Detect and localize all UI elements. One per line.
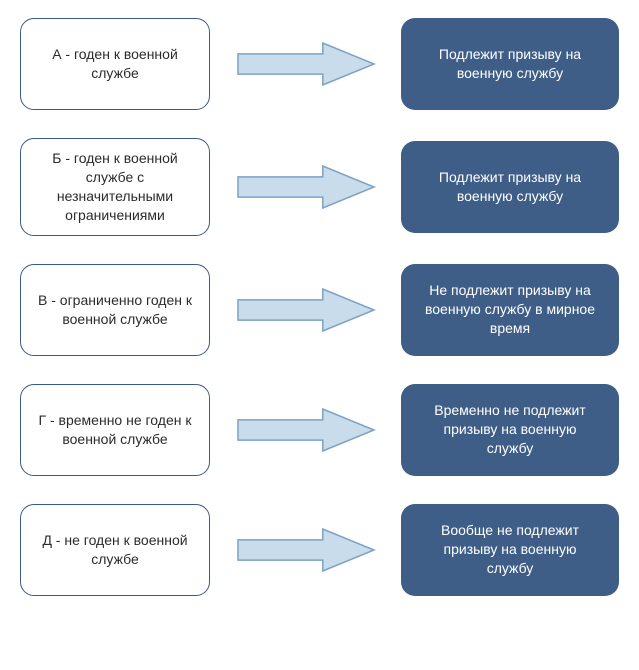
category-label: В - ограниченно годен к военной службе xyxy=(35,291,195,329)
flow-row: В - ограниченно годен к военной службе Не… xyxy=(20,264,619,356)
arrow-right-icon xyxy=(236,407,376,453)
flow-diagram: А - годен к военной службе Подлежит призы… xyxy=(20,18,619,596)
result-label: Не подлежит призыву на военную службу в … xyxy=(419,281,601,338)
result-box: Подлежит призыву на военную службу xyxy=(401,141,619,233)
category-box: А - годен к военной службе xyxy=(20,18,210,110)
arrow-right-icon xyxy=(236,164,376,210)
arrow-right-icon xyxy=(236,41,376,87)
result-label: Вообще не подлежит призыву на военную сл… xyxy=(419,521,601,578)
category-box: В - ограниченно годен к военной службе xyxy=(20,264,210,356)
arrow-right-icon xyxy=(236,527,376,573)
category-label: Г - временно не годен к военной службе xyxy=(35,411,195,449)
flow-row: Б - годен к военной службе с незначитель… xyxy=(20,138,619,236)
flow-row: Д - не годен к военной службе Вообще не п… xyxy=(20,504,619,596)
result-box: Временно не подлежит призыву на военную … xyxy=(401,384,619,476)
result-label: Временно не подлежит призыву на военную … xyxy=(419,401,601,458)
flow-row: А - годен к военной службе Подлежит призы… xyxy=(20,18,619,110)
result-label: Подлежит призыву на военную службу xyxy=(419,45,601,83)
arrow-right-icon xyxy=(236,287,376,333)
category-box: Д - не годен к военной службе xyxy=(20,504,210,596)
result-box: Вообще не подлежит призыву на военную сл… xyxy=(401,504,619,596)
arrow-container xyxy=(236,164,376,210)
flow-row: Г - временно не годен к военной службе Вр… xyxy=(20,384,619,476)
category-label: А - годен к военной службе xyxy=(35,45,195,83)
result-box: Не подлежит призыву на военную службу в … xyxy=(401,264,619,356)
arrow-container xyxy=(236,287,376,333)
arrow-container xyxy=(236,407,376,453)
category-label: Д - не годен к военной службе xyxy=(35,531,195,569)
category-box: Г - временно не годен к военной службе xyxy=(20,384,210,476)
arrow-container xyxy=(236,41,376,87)
arrow-container xyxy=(236,527,376,573)
result-label: Подлежит призыву на военную службу xyxy=(419,168,601,206)
category-label: Б - годен к военной службе с незначитель… xyxy=(35,149,195,225)
category-box: Б - годен к военной службе с незначитель… xyxy=(20,138,210,236)
result-box: Подлежит призыву на военную службу xyxy=(401,18,619,110)
